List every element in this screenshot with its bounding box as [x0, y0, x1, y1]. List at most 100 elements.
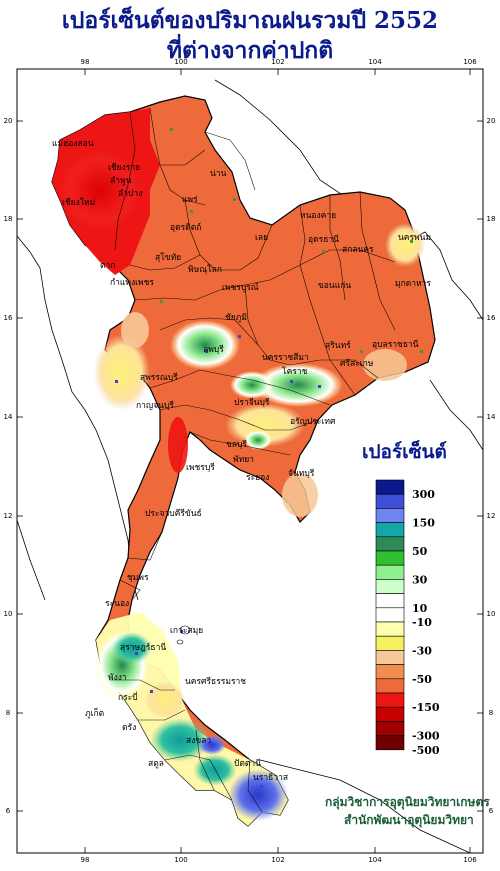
province-label: ลพบุรี: [203, 344, 224, 355]
legend-label: -300: [412, 730, 440, 743]
province-label: ศรีสะเกษ: [340, 358, 374, 369]
province-label: ประจวบคีรีขันธ์: [145, 508, 202, 519]
legend-label: 10: [412, 602, 428, 615]
province-label: พิษณุโลก: [188, 264, 222, 275]
latitude-labels: 20 20 18 18 16 16 14 14 12 12 10 10 8 8 6 6: [4, 117, 496, 815]
province-label: ระยอง: [246, 473, 269, 483]
legend-label: -150: [412, 701, 440, 714]
province-label: ปัตตานี: [234, 758, 261, 769]
province-label: น่าน: [210, 169, 227, 179]
legend-swatch: [375, 550, 405, 566]
province-label: สตูล: [148, 759, 164, 769]
province-label: ลำพูน: [110, 176, 132, 186]
thailand-landmass: [51, 95, 436, 827]
province-label: ปราจีนบุรี: [234, 397, 270, 408]
province-label: อรัญประเทศ: [290, 417, 336, 427]
province-label: มุกดาหาร: [395, 279, 431, 289]
map-title-line2: ที่ต่างจากค่าปกติ: [166, 37, 334, 64]
province-label: ภูเก็ต: [85, 707, 104, 719]
lat-tick-label: 12: [487, 512, 496, 520]
province-label: อุดรธานี: [308, 234, 339, 245]
lon-tick-label: 100: [174, 58, 187, 66]
province-label: สุรินทร์: [325, 340, 351, 351]
lat-tick-label: 20: [487, 117, 496, 125]
legend-label: -50: [412, 673, 432, 686]
legend-label: 300: [412, 488, 435, 501]
province-label: ตาก: [100, 261, 115, 271]
lat-tick-label: 16: [487, 314, 496, 322]
legend-title: เปอร์เซ็นต์: [362, 441, 447, 463]
province-label: สกลนคร: [342, 245, 374, 255]
province-label: เชียงราย: [108, 162, 140, 173]
lon-tick-label: 98: [81, 58, 90, 66]
province-label: กระบี่: [118, 691, 138, 703]
province-label: ชลบุรี: [226, 439, 247, 450]
lat-tick-label: 6: [489, 807, 494, 815]
province-label: สุพรรณบุรี: [140, 372, 178, 383]
lon-tick-label: 104: [368, 856, 382, 864]
legend-swatch: [375, 678, 405, 694]
province-label: นครพนม: [398, 233, 431, 243]
legend-swatch: [375, 664, 405, 680]
province-label: พัทยา: [233, 455, 254, 465]
axis-ticks: [17, 69, 483, 853]
legend-swatch: [375, 607, 405, 623]
lat-tick-label: 18: [4, 215, 13, 223]
legend-swatch: [375, 735, 405, 751]
lon-tick-label: 104: [368, 58, 382, 66]
credit-line2: สำนักพัฒนาอุตุนิยมวิทยา: [344, 813, 474, 827]
legend-swatch: [375, 692, 405, 708]
legend-label: 30: [412, 573, 428, 586]
legend-swatch: [375, 564, 405, 580]
lon-tick-label: 100: [174, 856, 187, 864]
legend-swatch: [375, 706, 405, 722]
province-label: ชัยภูมิ: [225, 313, 247, 323]
province-label: เลย: [255, 233, 268, 243]
province-label: กำแพงเพชร: [110, 278, 154, 288]
province-label: เชียงใหม่: [62, 197, 95, 208]
province-label: อุตรดิตถ์: [170, 222, 201, 233]
province-boundaries: [110, 107, 396, 813]
legend-swatch: [375, 621, 405, 637]
province-label: ตรัง: [122, 723, 136, 733]
lon-tick-label: 106: [463, 856, 477, 864]
province-label: เกาะสมุย: [170, 626, 203, 636]
credit-line1: กลุ่มวิชาการอุตุนิยมวิทยาเกษตร: [325, 795, 490, 809]
province-label: แพร่: [182, 195, 198, 205]
province-label: ระนอง: [105, 599, 129, 609]
lat-tick-label: 8: [489, 709, 493, 717]
longitude-labels: 98 98 100 100 102 102 104 104 106 106: [81, 58, 478, 864]
lat-tick-label: 18: [487, 215, 496, 223]
legend-swatch: [375, 579, 405, 594]
province-label: สงขลา: [186, 736, 211, 746]
legend-swatch: [375, 536, 405, 552]
lat-tick-label: 8: [6, 709, 10, 717]
province-label: นราธิวาส: [253, 773, 289, 783]
province-label: เพชรบุรี: [186, 462, 215, 473]
legend-swatch: [375, 522, 405, 538]
province-label: นครศรีธรรมราช: [185, 676, 246, 687]
legend-swatch: [375, 493, 405, 509]
lat-tick-label: 12: [4, 512, 13, 520]
province-label: เพชรบูรณ์: [222, 282, 259, 293]
legend-label: -30: [412, 644, 432, 657]
legend-swatch: [375, 650, 405, 665]
province-label: จันทบุรี: [288, 468, 315, 479]
province-label: สุโขทัย: [155, 252, 181, 263]
lat-tick-label: 20: [4, 117, 13, 125]
province-label: ขอนแก่น: [318, 281, 351, 291]
province-label: แม่ฮ่องสอน: [52, 139, 94, 149]
lat-tick-label: 14: [4, 413, 13, 421]
legend-label: -10: [412, 616, 432, 629]
lon-tick-label: 98: [81, 856, 90, 864]
legend-label: 150: [412, 517, 435, 530]
color-legend: 300 150 50 30 10-10 -30 -50 -150 -300-500: [375, 479, 440, 757]
lon-tick-label: 106: [463, 58, 477, 66]
legend-swatch: [375, 721, 405, 736]
province-label: อุบลราชธานี: [372, 339, 419, 350]
legend-swatch: [375, 479, 405, 495]
province-label: กาญจนบุรี: [136, 400, 174, 411]
province-label: โคราช: [282, 366, 308, 377]
lat-tick-label: 14: [487, 413, 496, 421]
